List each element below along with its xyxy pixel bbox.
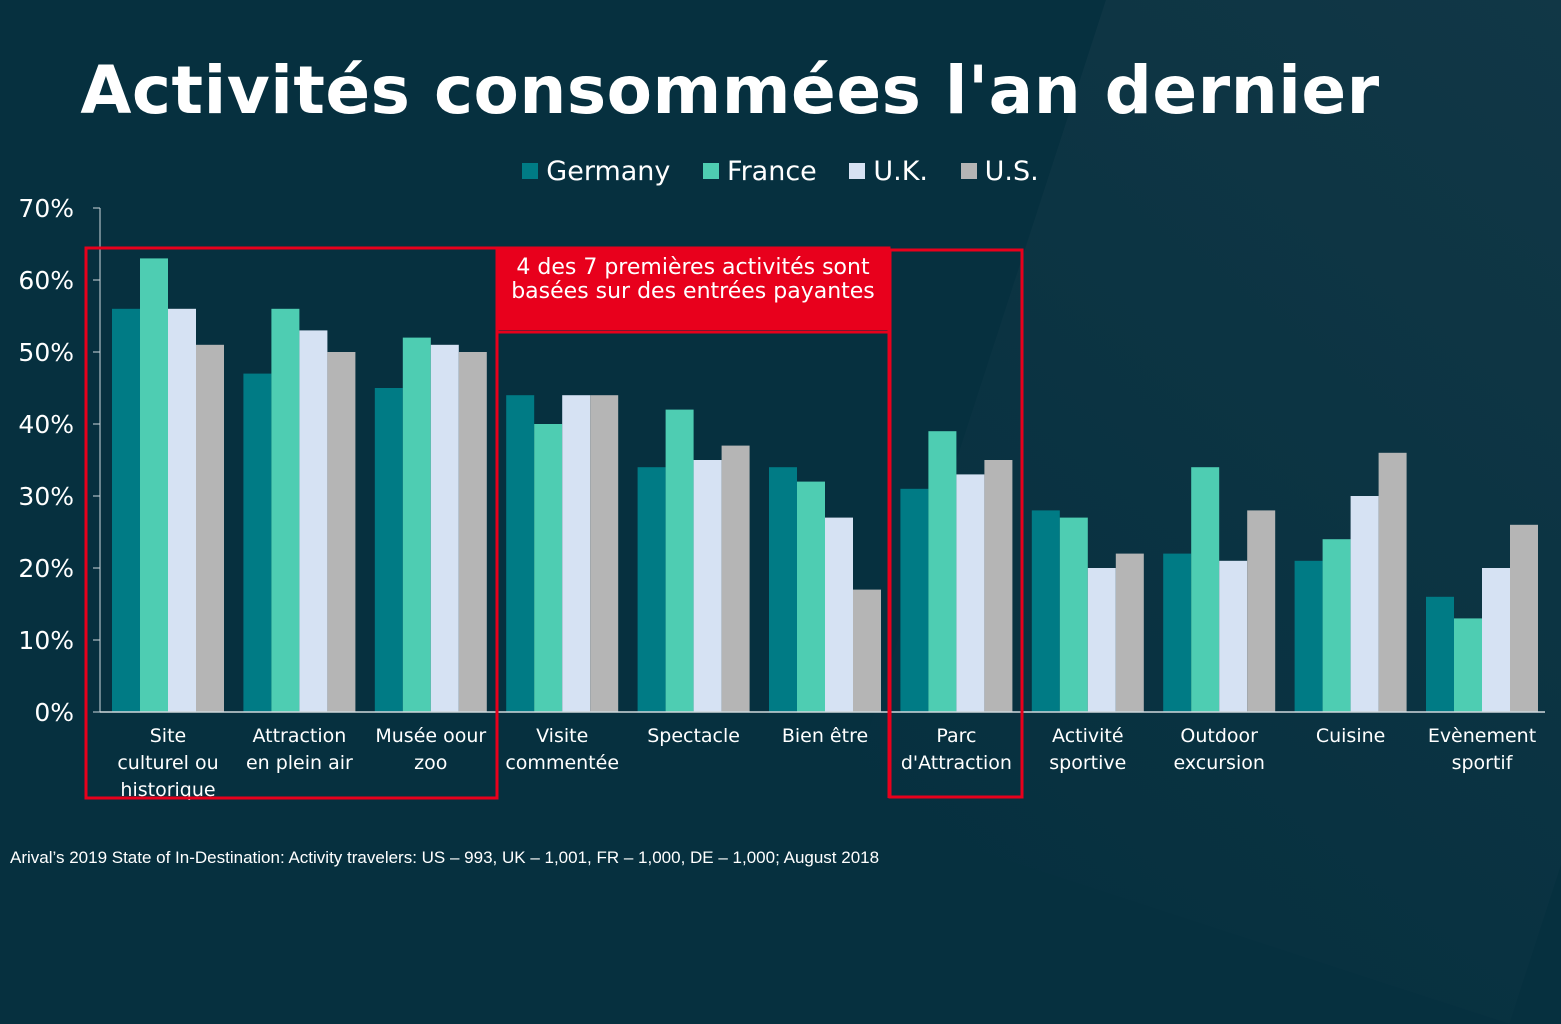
bar-france-11	[1454, 618, 1482, 712]
category-label: Bien être	[782, 725, 868, 747]
highlight-frame-parc	[888, 248, 1024, 799]
bar-germany-9	[1163, 553, 1192, 712]
category-label: Parc	[936, 725, 976, 747]
legend-swatch-uk	[849, 163, 866, 179]
chart-legend: Germany France U.K. U.S.	[0, 154, 1561, 187]
bar-germany-6	[769, 467, 797, 712]
category-label: culturel ou	[117, 752, 218, 774]
legend-label-us: U.S.	[984, 155, 1039, 187]
bar-germany-7	[900, 488, 929, 712]
category-label: Cuisine	[1316, 725, 1386, 747]
bar-uk-5	[693, 460, 722, 712]
bar-germany-5	[637, 467, 666, 712]
y-tick-label: 30%	[18, 482, 74, 511]
bar-us-4	[590, 395, 619, 712]
legend-label-france: France	[727, 155, 817, 187]
bar-us-11	[1510, 524, 1538, 712]
y-tick-label: 50%	[18, 338, 74, 367]
bar-germany-8	[1031, 510, 1060, 712]
legend-item-germany: Germany	[522, 155, 670, 187]
category-label: commentée	[505, 752, 619, 774]
legend-label-germany: Germany	[546, 155, 671, 187]
legend-swatch-germany	[522, 163, 539, 179]
category-label: Spectacle	[647, 725, 740, 747]
bar-germany-3	[374, 388, 403, 712]
bar-chart: 0% 10% 20% 30% 40% 50% 60% 70% Site culturel ou hi…	[18, 194, 1545, 801]
legend-item-us: U.S.	[960, 155, 1039, 187]
category-label: excursion	[1173, 752, 1264, 774]
category-label: Visite	[536, 725, 588, 747]
category-label: Musée oour	[375, 725, 486, 747]
y-tick-label: 20%	[18, 554, 74, 583]
legend-swatch-us	[960, 163, 977, 179]
category-label: en plein air	[246, 752, 353, 774]
bar-us-2	[327, 352, 356, 712]
bar-uk-11	[1482, 568, 1510, 712]
bar-us-9	[1247, 510, 1276, 712]
bar-uk-2	[299, 330, 328, 712]
bar-us-3	[458, 352, 487, 712]
bar-uk-4	[562, 395, 591, 712]
bar-germany-4	[506, 395, 535, 712]
y-tick-label: 60%	[18, 266, 74, 295]
bar-france-2	[271, 308, 300, 712]
bar-us-10	[1378, 452, 1407, 712]
legend-label-uk: U.K.	[873, 155, 929, 187]
bar-france-3	[402, 337, 431, 712]
bar-uk-8	[1087, 568, 1116, 712]
category-label: Evènement	[1428, 725, 1536, 747]
annotation-box: 4 des 7 premières activités sont basées …	[498, 248, 888, 330]
bar-uk-10	[1350, 496, 1379, 712]
bar-us-7	[984, 460, 1013, 712]
y-tick-label: 0%	[34, 698, 74, 727]
category-label: sportive	[1049, 752, 1126, 774]
bar-uk-9	[1219, 560, 1248, 712]
category-label: Activité	[1052, 725, 1124, 747]
y-tick-label: 10%	[18, 626, 74, 655]
bar-us-1	[196, 344, 224, 712]
bar-germany-2	[243, 373, 272, 712]
bar-us-5	[721, 445, 750, 712]
legend-item-uk: U.K.	[849, 155, 928, 187]
bar-france-8	[1059, 517, 1088, 712]
bar-us-8	[1115, 553, 1144, 712]
bar-france-4	[534, 424, 563, 712]
category-label: sportif	[1452, 752, 1514, 774]
bar-france-1	[140, 258, 168, 712]
bar-france-7	[928, 431, 957, 712]
bar-us-6	[853, 589, 881, 712]
legend-swatch-france	[703, 163, 719, 179]
bar-uk-3	[430, 344, 459, 712]
legend-item-france: France	[703, 155, 817, 187]
y-tick-label: 70%	[18, 194, 74, 223]
y-tick-label: 40%	[18, 410, 74, 439]
source-note: Arival’s 2019 State of In-Destination: A…	[10, 848, 880, 867]
bar-uk-6	[825, 517, 853, 712]
category-label: Attraction	[252, 725, 346, 747]
category-label: Site	[150, 725, 186, 747]
category-label: d'Attraction	[901, 752, 1012, 774]
bar-france-9	[1191, 467, 1220, 712]
bar-france-6	[797, 481, 825, 712]
category-label: historique	[120, 779, 215, 801]
bar-germany-1	[112, 308, 140, 712]
bar-germany-11	[1426, 596, 1454, 712]
bar-france-5	[665, 409, 694, 712]
category-label: Outdoor	[1180, 725, 1258, 747]
category-label: zoo	[414, 752, 447, 774]
bar-uk-1	[168, 308, 196, 712]
page-title: Activités consommées l'an dernier	[80, 52, 1380, 129]
bar-france-10	[1322, 539, 1351, 712]
bar-uk-7	[956, 474, 985, 712]
bar-germany-10	[1294, 560, 1323, 712]
